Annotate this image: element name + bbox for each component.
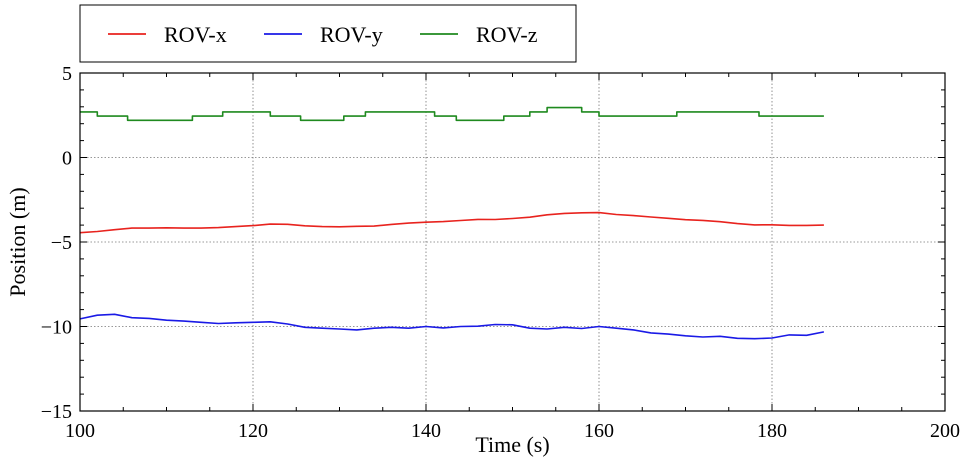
grid	[80, 73, 945, 411]
y-axis-label: Position (m)	[5, 187, 30, 296]
legend-label-rov-y: ROV-y	[320, 22, 383, 47]
series-line-rov-z	[80, 106, 824, 122]
legend-label-rov-x: ROV-x	[164, 22, 227, 47]
x-tick-label: 120	[238, 420, 268, 442]
y-tick-label: −15	[41, 401, 72, 423]
y-tick-label: 0	[62, 148, 72, 170]
y-tick-label: −10	[41, 317, 72, 339]
series-line-rov-y	[79, 313, 825, 340]
x-tick-label: 200	[930, 420, 960, 442]
x-tick-label: 180	[757, 420, 787, 442]
axis-ticks: 100 120 140 160 180 200 −15 −10 −5 0 5	[41, 63, 960, 442]
legend-label-rov-z: ROV-z	[476, 22, 538, 47]
plot-series	[79, 106, 825, 340]
x-axis-label: Time (s)	[475, 432, 549, 457]
series-line-rov-x	[79, 211, 824, 234]
legend-box	[79, 4, 577, 63]
x-tick-label: 160	[584, 420, 614, 442]
legend: ROV-x ROV-y ROV-z	[79, 4, 577, 63]
x-tick-label: 140	[411, 420, 441, 442]
y-tick-label: 5	[62, 63, 72, 85]
x-tick-label: 100	[65, 420, 95, 442]
y-tick-label: −5	[51, 232, 72, 254]
